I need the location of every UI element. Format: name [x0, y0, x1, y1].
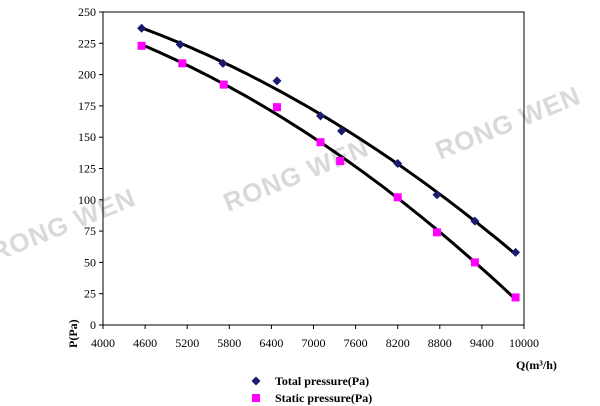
point-static — [336, 156, 345, 165]
y-tick-label: 200 — [78, 68, 96, 82]
trend-line-0 — [141, 26, 517, 256]
x-tick-label: 9400 — [470, 336, 494, 350]
point-static — [511, 293, 520, 302]
point-static — [316, 138, 325, 147]
y-tick-label: 75 — [84, 224, 96, 238]
watermark-text: RONG WEN — [219, 132, 373, 217]
x-tick-label: 7600 — [344, 336, 368, 350]
point-static — [470, 258, 479, 267]
point-total — [218, 58, 228, 68]
x-tick-label: 7000 — [302, 336, 326, 350]
y-axis-label: P(Pa) — [66, 319, 80, 348]
x-tick-label: 4000 — [91, 336, 115, 350]
y-tick-label: 250 — [78, 5, 96, 19]
y-tick-label: 225 — [78, 36, 96, 50]
x-tick-label: 5800 — [217, 336, 241, 350]
point-static — [219, 80, 228, 89]
point-total — [175, 40, 185, 50]
x-tick-label: 5200 — [175, 336, 199, 350]
point-total — [316, 111, 326, 121]
x-tick-label: 8200 — [386, 336, 410, 350]
x-tick-label: 10000 — [509, 336, 539, 350]
legend-marker-0 — [251, 376, 261, 386]
point-static — [273, 103, 282, 112]
x-tick-label: 6400 — [259, 336, 283, 350]
y-tick-label: 150 — [78, 130, 96, 144]
point-total — [432, 190, 442, 200]
point-total — [393, 158, 403, 168]
point-total — [337, 126, 347, 136]
point-static — [137, 41, 146, 50]
y-tick-label: 0 — [90, 318, 96, 332]
x-tick-label: 8800 — [428, 336, 452, 350]
x-axis-ticks: 4000 4600 5200 5800 6400 7000 7600 8200 8800 9400… — [91, 325, 539, 350]
y-tick-label: 50 — [84, 255, 96, 269]
y-tick-label: 125 — [78, 162, 96, 176]
point-static — [393, 193, 402, 202]
point-static — [178, 59, 187, 68]
y-tick-label: 175 — [78, 99, 96, 113]
x-tick-label: 4600 — [133, 336, 157, 350]
y-tick-label: 100 — [78, 193, 96, 207]
y-tick-label: 25 — [84, 287, 96, 301]
point-total — [511, 247, 521, 257]
point-total — [470, 216, 480, 226]
y-axis-ticks: 0 25 50 75 100 125 150 175 200 225 250 — [78, 5, 103, 332]
point-total — [272, 76, 282, 86]
legend-label-1: Static pressure(Pa) — [275, 391, 372, 405]
trend-lines — [141, 26, 517, 301]
x-axis-label: Q(m³/h) — [516, 358, 557, 372]
watermark-text: RONG WEN — [0, 182, 140, 267]
legend: Total pressure(Pa) Static pressure(Pa) — [251, 374, 372, 405]
trend-line-1 — [141, 43, 517, 301]
legend-marker-1 — [252, 394, 260, 402]
legend-label-0: Total pressure(Pa) — [275, 374, 369, 388]
point-total — [137, 23, 147, 33]
data-points — [137, 23, 521, 302]
watermark-text: RONG WEN — [431, 80, 585, 165]
point-static — [432, 228, 441, 237]
